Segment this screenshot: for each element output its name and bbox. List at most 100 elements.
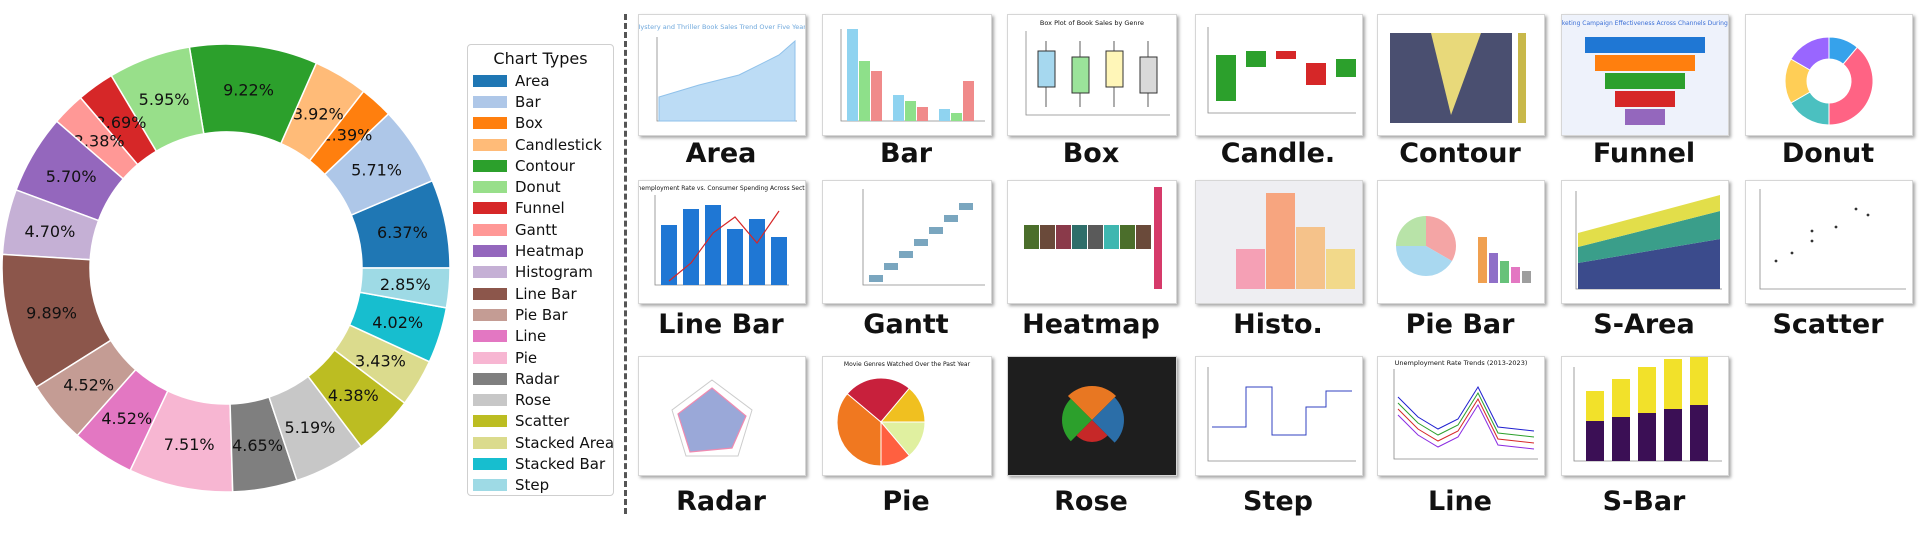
thumbnail-label: Scatter (1772, 309, 1884, 340)
thumbnail-label: Pie Bar (1405, 309, 1515, 340)
thumb-mark (1071, 56, 1090, 94)
thumb-mark (1625, 109, 1665, 125)
thumb-title: Unemployment Rate vs. Consumer Spending … (639, 185, 805, 192)
legend-item: Stacked Area (468, 432, 615, 453)
thumbnail-contour (1377, 14, 1545, 136)
donut-chart: 6.37% 5.71% 2.39% 3.92% 9.22% 5.95% 2.69%2.38%… (1, 43, 451, 493)
thumbnail-radar (638, 356, 806, 476)
thumb-mark (846, 377, 910, 423)
thumbnail-label: Area (685, 138, 757, 169)
thumb-axis (1207, 27, 1356, 114)
donut-label-bar: 5.71% (351, 160, 402, 179)
thumb-axis (1759, 189, 1906, 290)
donut-label-funnel: 2.69% (96, 113, 147, 132)
thumb-mark (1088, 225, 1103, 249)
legend-item: Radar (468, 368, 613, 389)
thumb-mark (836, 393, 882, 467)
donut-label-stacked-bar: 4.02% (372, 313, 423, 332)
thumb-mark (1489, 253, 1498, 283)
thumbnail-step (1195, 356, 1363, 476)
thumb-mark (959, 203, 973, 210)
thumbnail-sarea (1561, 180, 1729, 304)
thumb-mark (1578, 211, 1720, 263)
thumb-mark (1866, 213, 1870, 217)
legend-swatch (473, 287, 507, 300)
thumb-mark (905, 101, 916, 121)
thumb-mark (847, 29, 858, 121)
thumb-mark (1396, 246, 1452, 276)
thumb-mark (1586, 391, 1604, 421)
legend-swatch (473, 117, 507, 130)
thumbnail-label: Heatmap (1022, 309, 1160, 340)
donut-label-candlestick: 3.92% (293, 104, 344, 123)
thumbnail-label: Step (1243, 486, 1313, 517)
thumb-mark (899, 251, 913, 258)
legend-swatch (473, 330, 507, 343)
thumb-mark (1828, 46, 1874, 126)
donut-label-radar: 4.65% (232, 436, 283, 455)
thumb-mark (1690, 405, 1708, 461)
thumbnail-pie: Movie Genres Watched Over the Past Year (822, 356, 992, 476)
thumbnail-chart (1008, 357, 1176, 475)
thumbnail-label: S-Area (1593, 309, 1695, 340)
thumbnail-linebar: Unemployment Rate vs. Consumer Spending … (638, 180, 806, 304)
thumb-mark (1246, 51, 1266, 67)
thumbnail-chart (1396, 216, 1531, 283)
legend-label: Heatmap (515, 242, 584, 261)
thumb-mark (1478, 237, 1487, 283)
thumb-mark (1216, 55, 1236, 101)
donut-label-histogram: 4.70% (24, 222, 75, 241)
thumbnail-label: Radar (676, 486, 766, 517)
thumb-mark (668, 210, 780, 282)
legend-item: Area (468, 70, 613, 91)
thumb-mark (1790, 36, 1830, 71)
thumb-mark (1120, 225, 1135, 249)
legend-item: Donut (468, 176, 613, 197)
thumbnail-label: Candle. (1220, 138, 1336, 169)
donut-label-pie-bar: 4.52% (63, 375, 114, 394)
thumbnail-chart: Marketing Campaign Effectiveness Across … (1562, 15, 1728, 135)
thumbnail-label: Line (1428, 486, 1492, 517)
thumb-mark (1612, 417, 1630, 461)
thumb-mark (1664, 409, 1682, 461)
thumb-mark (1396, 216, 1426, 246)
thumbnail-chart (862, 189, 985, 286)
thumbnail-label: Line Bar (658, 309, 784, 340)
thumb-mark (705, 205, 721, 285)
thumb-mark (1522, 271, 1531, 283)
legend-swatch (473, 181, 507, 194)
thumb-mark (1056, 225, 1071, 249)
thumb-axis (1393, 369, 1538, 460)
donut-label-scatter: 4.38% (328, 386, 379, 405)
thumb-mark (1136, 225, 1151, 249)
thumb-mark (1586, 421, 1604, 461)
thumbnail-chart (1196, 181, 1362, 303)
thumbnail-label: S-Bar (1602, 486, 1686, 517)
thumb-mark (1072, 225, 1087, 249)
thumb-mark (1139, 56, 1158, 94)
thumbnail-label: Box (1062, 138, 1120, 169)
thumb-mark (727, 229, 743, 285)
legend-item: Stacked Bar (468, 453, 613, 474)
legend-item: Histogram (468, 262, 613, 283)
donut-label-box: 2.39% (322, 126, 373, 145)
legend-item: Heatmap (468, 240, 613, 261)
legend-label: Radar (515, 369, 560, 388)
thumb-mark (871, 71, 882, 121)
legend-swatch (473, 372, 507, 385)
thumb-mark (869, 275, 883, 282)
thumbnail-chart (1575, 191, 1722, 290)
thumbnail-label: Bar (879, 138, 933, 169)
donut-label-line-bar: 9.89% (26, 304, 77, 323)
thumb-mark (1092, 397, 1124, 443)
thumb-mark (1790, 251, 1794, 255)
thumb-mark (1854, 207, 1858, 211)
thumbnail-sbar (1561, 356, 1729, 476)
legend-label: Line Bar (515, 284, 577, 303)
thumb-mark (661, 225, 677, 285)
thumbnail-chart (1390, 33, 1526, 123)
legend-label: Stacked Area (515, 433, 615, 452)
thumb-mark (1154, 187, 1162, 289)
thumbnail-label: Pie (882, 486, 930, 517)
thumbnail-funnel: Marketing Campaign Effectiveness Across … (1561, 14, 1729, 136)
